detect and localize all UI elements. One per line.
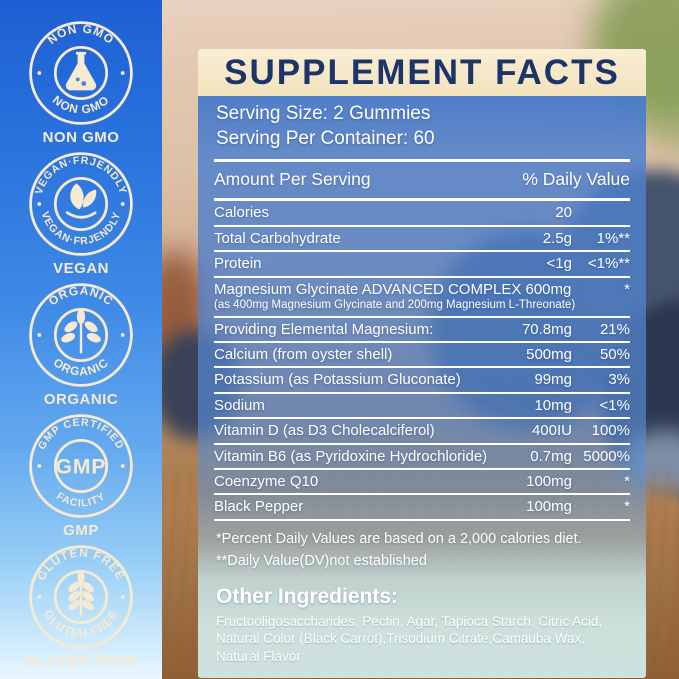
badge-organic: ORGANIC ORGANIC ORGANIC — [6, 280, 156, 408]
nutrient-daily-value: 5000% — [583, 447, 630, 465]
nutrient-amount: <1g — [546, 255, 572, 273]
nutrient-amount: 100mg — [526, 472, 572, 490]
badge-label: GLUTEN FREE — [25, 653, 137, 670]
nutrient-name: Coenzyme Q10 — [214, 472, 319, 490]
nutrient-amount: 100mg — [526, 498, 572, 516]
nutrient-daily-value: 1%** — [596, 229, 630, 247]
nutrient-name: Calories — [214, 204, 270, 222]
badge-sidebar: NON GMO NON GMO NON GMO VEGAN·FRJENDLY V… — [0, 0, 162, 679]
table-row: Vitamin D (as D3 Cholecalciferol) 400IU 10… — [214, 419, 630, 445]
table-row: Black Pepper 100mg * — [214, 495, 630, 521]
plant-icon: ORGANIC ORGANIC — [29, 283, 133, 387]
nutrient-subtext: (as 400mg Magnesium Glycinate and 200mg … — [214, 298, 576, 311]
svg-text:ORGANIC: ORGANIC — [51, 355, 112, 378]
svg-text:GMP CERTIFIED: GMP CERTIFIED — [36, 416, 126, 451]
table-row: Calcium (from oyster shell) 500mg 50% — [214, 343, 630, 369]
badge-gluten-free: GLUTEN FREE GLUTEN FREE GLUTEN FREE — [6, 542, 156, 670]
gmp-text: GMP CERTIFIED FACILITY GMP — [29, 414, 133, 518]
nutrient-name: Total Carbohydrate — [214, 229, 341, 247]
badge-non-gmo: NON GMO NON GMO NON GMO — [6, 18, 156, 146]
footnote-daily-values: *Percent Daily Values are based on a 2,0… — [216, 530, 582, 547]
badge-label: VEGAN — [53, 260, 109, 277]
nutrient-name: Calcium (from oyster shell) — [214, 345, 393, 363]
footnote-not-established: **Daily Value(DV)not established — [216, 553, 427, 570]
nutrient-amount: 500mg — [526, 345, 572, 363]
nutrient-daily-value: <1%** — [587, 255, 630, 273]
nutrient-name: Magnesium Glycinate ADVANCED COMPLEX 600… — [214, 280, 572, 298]
badge-gmp: GMP CERTIFIED FACILITY GMP GMP — [6, 411, 156, 539]
nutrient-amount: 0.7mg — [530, 447, 572, 465]
nutrition-table: Calories 20 Total Carbohydrate 2.5g 1%** Prot… — [214, 201, 630, 521]
nutrient-amount: 10mg — [534, 396, 572, 414]
other-ingredients-heading: Other Ingredients: — [216, 584, 399, 608]
svg-text:FACILITY: FACILITY — [54, 490, 108, 509]
table-row: Providing Elemental Magnesium: 70.8mg 21% — [214, 318, 630, 343]
nutrient-daily-value: * — [624, 498, 630, 516]
badge-label: NON GMO — [42, 129, 120, 146]
table-row: Total Carbohydrate 2.5g 1%** — [214, 227, 630, 253]
svg-text:NON GMO: NON GMO — [45, 21, 117, 47]
nutrient-daily-value: <1% — [599, 396, 630, 414]
table-header: Amount Per Serving % Daily Value — [214, 159, 630, 202]
amount-per-serving-header: Amount Per Serving — [214, 169, 371, 190]
nutrient-name: Providing Elemental Magnesium: — [214, 320, 434, 338]
serving-info: Serving Size: 2 Gummies Serving Per Cont… — [214, 96, 630, 159]
badge-vegan: VEGAN·FRJENDLY VEGAN·FRJENDLY VEGAN — [6, 149, 156, 277]
other-ingredients-text: Fructooligosaccharides, Pectin, Agar, Ta… — [216, 613, 628, 666]
nutrient-daily-value: 50% — [599, 345, 630, 363]
nutrient-name: Black Pepper — [214, 498, 304, 516]
svg-text:NON GMO: NON GMO — [50, 93, 112, 117]
ingredients-line: Fructooligosaccharides, Pectin, Agar, Ta… — [216, 613, 603, 629]
nutrient-daily-value: 100% — [591, 422, 630, 440]
leaves-icon: VEGAN·FRJENDLY VEGAN·FRJENDLY — [29, 152, 133, 256]
ingredients-line: Natural Color (Black Carrot),Trisodium C… — [216, 631, 585, 665]
table-row: Calories 20 — [214, 201, 630, 227]
daily-value-header: % Daily Value — [522, 169, 630, 190]
nutrient-amount: 70.8mg — [521, 320, 572, 338]
nutrient-name: Potassium (as Potassium Gluconate) — [214, 371, 461, 389]
badge-label: ORGANIC — [43, 391, 119, 408]
nutrient-daily-value: * — [624, 472, 630, 490]
table-row: Vitamin B6 (as Pyridoxine Hydrochloride)… — [214, 445, 630, 470]
nutrient-name: Protein — [214, 255, 262, 273]
nutrient-daily-value: 3% — [608, 371, 630, 389]
nutrient-amount: 99mg — [534, 371, 572, 389]
flask-icon: NON GMO NON GMO — [29, 21, 133, 125]
panel-body: Serving Size: 2 Gummies Serving Per Cont… — [198, 96, 646, 679]
table-row: Potassium (as Potassium Gluconate) 99mg 3% — [214, 368, 630, 394]
nutrient-daily-value: * — [624, 280, 630, 298]
svg-text:GMP: GMP — [56, 455, 107, 478]
table-row: Protein <1g <1%** — [214, 252, 630, 278]
nutrient-daily-value: 21% — [599, 320, 630, 338]
supplement-facts-panel: SUPPLEMENT FACTS Serving Size: 2 Gummies… — [198, 49, 646, 679]
footnotes: *Percent Daily Values are based on a 2,0… — [214, 521, 630, 575]
nutrient-amount: 400IU — [531, 422, 572, 440]
serving-size: Serving Size: 2 Gummies — [216, 103, 431, 124]
nutrient-name: Vitamin B6 (as Pyridoxine Hydrochloride) — [214, 447, 488, 465]
badge-list: NON GMO NON GMO NON GMO VEGAN·FRJENDLY V… — [0, 0, 162, 670]
serving-per-container: Serving Per Container: 60 — [216, 127, 435, 149]
table-row: Magnesium Glycinate ADVANCED COMPLEX 600… — [214, 278, 630, 318]
panel-title: SUPPLEMENT FACTS — [198, 49, 646, 96]
svg-text:ORGANIC: ORGANIC — [46, 283, 116, 308]
nutrient-amount: 2.5g — [542, 229, 572, 247]
other-ingredients-section: Other Ingredients: Fructooligosaccharide… — [214, 585, 630, 666]
nutrient-amount: 20 — [555, 204, 572, 222]
wheat-icon: GLUTEN FREE GLUTEN FREE — [29, 545, 133, 649]
table-row: Sodium 10mg <1% — [214, 394, 630, 420]
nutrient-name: Sodium — [214, 396, 265, 414]
nutrient-name: Vitamin D (as D3 Cholecalciferol) — [214, 422, 435, 440]
table-row: Coenzyme Q10 100mg * — [214, 470, 630, 496]
badge-label: GMP — [63, 522, 99, 539]
